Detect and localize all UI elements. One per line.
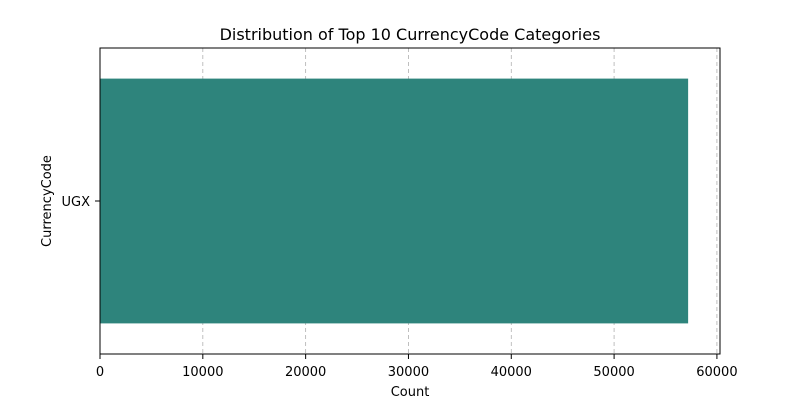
x-tick-label: 50000: [593, 365, 634, 380]
y-axis-ticks: UGX: [62, 195, 100, 210]
bars: [100, 78, 689, 324]
x-tick-label: 0: [96, 365, 104, 380]
y-tick-label: UGX: [62, 195, 91, 210]
x-tick-label: 10000: [182, 365, 223, 380]
x-tick-label: 40000: [491, 365, 532, 380]
chart-title: Distribution of Top 10 CurrencyCode Cate…: [220, 25, 601, 44]
y-axis-label: CurrencyCode: [40, 155, 55, 247]
bar-ugx: [100, 78, 689, 324]
x-axis-ticks: 0 10000 20000 30000 40000 50000 60000: [96, 354, 738, 380]
x-axis-label: Count: [391, 385, 430, 400]
x-tick-label: 20000: [285, 365, 326, 380]
x-tick-label: 30000: [388, 365, 429, 380]
x-tick-label: 60000: [696, 365, 737, 380]
